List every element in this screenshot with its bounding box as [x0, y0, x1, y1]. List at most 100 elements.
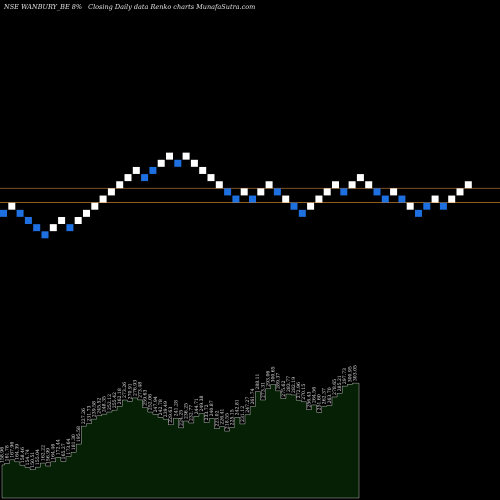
renko-brick — [199, 166, 207, 174]
renko-brick — [456, 188, 464, 196]
reference-lines — [0, 187, 500, 204]
value-label: 162.22 — [40, 445, 46, 461]
value-label: 242.78 — [158, 399, 164, 415]
value-label: 275.62 — [281, 381, 287, 397]
renko-brick — [423, 202, 431, 210]
renko-brick — [107, 188, 115, 196]
renko-brick — [116, 181, 124, 189]
value-label: 154.74 — [25, 449, 31, 465]
renko-brick — [149, 166, 157, 174]
value-label: 155.04 — [35, 449, 41, 465]
value-label: 283.77 — [286, 376, 292, 392]
value-label: 259.63 — [143, 390, 149, 406]
renko-brick — [290, 202, 298, 210]
value-label: 218.55 — [225, 413, 231, 429]
renko-brick — [66, 224, 74, 232]
renko-brick — [307, 202, 315, 210]
renko-brick — [356, 174, 364, 182]
close-area — [1, 382, 360, 499]
value-label: 181.30 — [71, 434, 77, 450]
value-label: 247.94 — [153, 396, 159, 412]
value-label: 161.78 — [5, 445, 11, 461]
value-label: 251.60 — [317, 394, 323, 410]
symbol-label: NSE WANBURY_BE 8% — [3, 3, 82, 11]
description-label: Closing Daily data Renko charts MunafaSu… — [88, 3, 255, 11]
renko-brick — [340, 188, 348, 196]
renko-brick — [282, 195, 290, 203]
value-label: 272.96 — [296, 382, 302, 398]
value-label: 270.91 — [127, 383, 133, 399]
renko-brick — [232, 195, 240, 203]
value-label: 289.37 — [276, 373, 282, 389]
value-label: 158.96 — [0, 447, 5, 463]
value-label: 156.99 — [45, 448, 51, 464]
value-label: 225.15 — [230, 409, 236, 425]
value-label: 242.81 — [235, 399, 241, 415]
value-label: 173.64 — [66, 438, 72, 454]
renko-brick — [0, 209, 7, 217]
close-area-path — [1, 382, 360, 499]
value-label: 231.12 — [240, 406, 246, 422]
value-label: 264.56 — [311, 387, 317, 403]
renko-brick — [373, 188, 381, 196]
value-label: 239.58 — [91, 401, 97, 417]
renko-brick — [406, 202, 414, 210]
value-label: 261.74 — [250, 388, 256, 404]
value-label: 273.31 — [260, 382, 266, 398]
renko-brick — [74, 217, 82, 224]
renko-brick — [265, 181, 273, 189]
renko-brick — [224, 188, 232, 196]
value-label: 158.46 — [20, 447, 26, 463]
value-label: 276.93 — [132, 380, 138, 396]
renko-brick — [157, 159, 165, 167]
value-label: 195.58 — [76, 426, 82, 442]
value-label: 293.06 — [265, 371, 271, 387]
renko-brick — [182, 152, 190, 160]
value-labels: 158.96 161.78 167.96 164.39 158.46 154.74 150.… — [0, 365, 358, 468]
value-label: 172.44 — [56, 439, 62, 455]
renko-brick — [448, 195, 456, 203]
renko-brick — [215, 181, 223, 189]
value-label: 231.73 — [86, 405, 92, 421]
renko-brick — [124, 174, 132, 182]
renko-brick — [132, 166, 140, 174]
value-label: 255.42 — [112, 392, 118, 408]
value-label: 233.72 — [204, 404, 210, 420]
value-label: 278.65 — [332, 379, 338, 395]
renko-brick — [348, 181, 356, 189]
renko-brick — [381, 195, 389, 203]
value-label: 285.21 — [337, 375, 343, 391]
value-label: 239.49 — [163, 401, 169, 417]
value-label: 236.25 — [184, 403, 190, 419]
renko-bricks — [0, 152, 472, 239]
value-label: 245.52 — [97, 398, 103, 414]
renko-brick — [431, 195, 439, 203]
value-label: 252.12 — [107, 394, 113, 410]
renko-brick — [207, 174, 215, 182]
value-label: 241.28 — [173, 400, 179, 416]
value-label: 252.06 — [148, 394, 154, 410]
value-label: 288.11 — [255, 373, 261, 389]
renko-brick — [174, 159, 182, 167]
value-label: 227.26 — [81, 408, 87, 424]
renko-brick — [439, 202, 447, 210]
renko-brick — [166, 152, 173, 160]
value-label: 263.70 — [327, 387, 333, 403]
value-label: 273.48 — [138, 382, 144, 398]
value-label: 232.77 — [189, 405, 195, 421]
value-label: 270.15 — [301, 384, 307, 400]
value-label: 167.96 — [10, 442, 16, 458]
value-label: 262.37 — [322, 388, 328, 404]
value-label: 303.05 — [352, 365, 358, 381]
value-label: 224.25 — [178, 410, 184, 426]
renko-brick — [33, 224, 41, 232]
value-label: 248.35 — [102, 396, 108, 412]
renko-brick — [398, 195, 406, 203]
renko-brick — [415, 209, 422, 217]
value-label: 164.39 — [15, 444, 21, 460]
chart-header: NSE WANBURY_BE 8% Closing Daily data Renk… — [3, 3, 255, 11]
renko-brick — [83, 209, 90, 217]
renko-brick — [16, 209, 24, 217]
renko-brick — [323, 188, 331, 196]
